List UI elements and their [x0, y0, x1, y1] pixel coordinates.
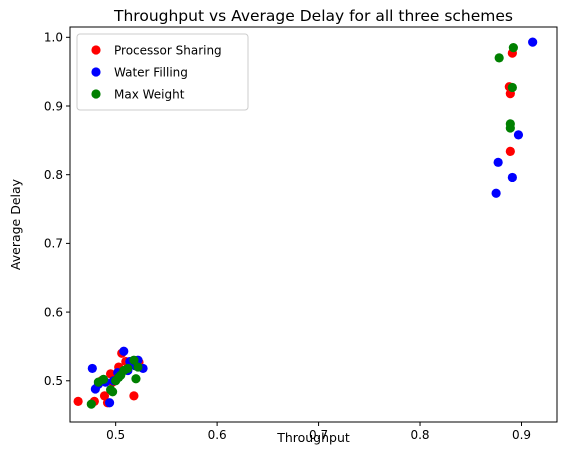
legend-marker-water-filling: [91, 67, 101, 77]
y-tick-label: 1.0: [44, 31, 63, 45]
x-tick-label: 0.5: [106, 428, 125, 442]
data-point-water-filling: [528, 37, 538, 47]
legend-box: [76, 33, 249, 111]
data-point-max-weight: [131, 374, 141, 384]
legend: Processor Sharing Water Filling Max Weight: [76, 33, 249, 111]
y-tick-label: 0.9: [44, 99, 63, 113]
y-tick-label: 0.8: [44, 168, 63, 182]
data-point-max-weight: [507, 82, 517, 93]
x-tick-label: 0.9: [512, 428, 531, 442]
chart-title: Throughput vs Average Delay for all thre…: [113, 7, 513, 25]
data-point-max-weight: [133, 362, 143, 372]
legend-label-processor-sharing: Processor Sharing: [114, 43, 222, 57]
x-tick-label: 0.8: [410, 428, 429, 442]
data-point-water-filling: [87, 363, 97, 374]
data-point-max-weight: [494, 53, 504, 63]
data-point-max-weight: [86, 399, 96, 409]
data-point-processor-sharing: [129, 391, 139, 401]
x-axis-label: Throughput: [276, 430, 350, 445]
legend-label-max-weight: Max Weight: [114, 87, 185, 101]
x-tick-label: 0.6: [208, 428, 227, 442]
legend-items: Processor Sharing Water Filling Max Weight: [91, 43, 222, 101]
data-point-max-weight: [129, 355, 139, 365]
series-max-weight: [86, 43, 518, 409]
legend-marker-processor-sharing: [91, 45, 101, 55]
data-point-processor-sharing: [73, 396, 83, 406]
data-point-water-filling: [513, 130, 524, 140]
x-axis-ticks: 0.5 0.6 0.7 0.8 0.9: [106, 422, 531, 442]
data-point-processor-sharing: [505, 146, 515, 156]
data-point-water-filling: [493, 157, 503, 167]
data-point-water-filling: [491, 188, 501, 198]
data-point-max-weight: [123, 363, 133, 374]
data-point-processor-sharing: [99, 391, 110, 401]
data-point-max-weight: [505, 119, 515, 129]
data-point-max-weight: [98, 374, 109, 385]
y-axis-label: Average Delay: [8, 178, 23, 270]
y-tick-label: 0.7: [44, 237, 63, 251]
data-point-water-filling: [507, 172, 517, 183]
y-tick-label: 0.6: [44, 305, 63, 319]
data-point-water-filling: [119, 346, 129, 356]
legend-label-water-filling: Water Filling: [114, 65, 188, 79]
x-tick-label: 0.7: [309, 428, 328, 442]
plot-frame: [69, 26, 558, 423]
data-point-max-weight: [108, 387, 118, 397]
data-point-water-filling: [104, 398, 115, 408]
y-axis-ticks: 0.5 0.6 0.7 0.8 0.9 1.0: [44, 31, 70, 388]
data-points-layer: [73, 37, 538, 409]
data-point-max-weight: [508, 43, 518, 53]
legend-marker-max-weight: [91, 89, 101, 99]
y-tick-label: 0.5: [44, 374, 63, 388]
